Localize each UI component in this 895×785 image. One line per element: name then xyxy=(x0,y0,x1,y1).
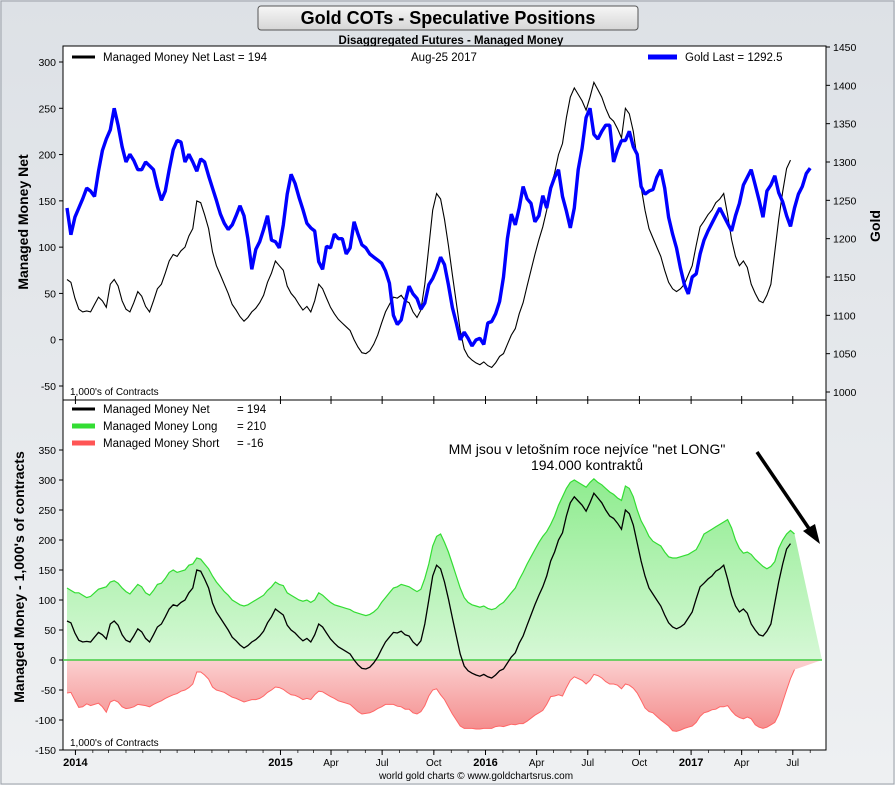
top-ytick-label: 300 xyxy=(38,57,56,69)
series-managed-money-short xyxy=(66,669,795,732)
bottom-left-axis: -150 -100 -50 0 50 100 150 200 250 300 350 xyxy=(35,445,63,757)
bottom-panel: -150 -100 -50 0 50 100 150 200 250 300 350 Managed… xyxy=(11,399,827,757)
top-left-axis: -50 0 50 100 150 200 250 300 xyxy=(38,57,63,393)
annotation-line1: MM jsou v letošním roce nejvíce "net LON… xyxy=(449,441,726,457)
top-y2tick-label: 1250 xyxy=(833,195,857,207)
chart-title: Gold COTs - Speculative Positions xyxy=(301,8,596,28)
top-y2tick-label: 1300 xyxy=(833,157,857,169)
x-tick-label: Oct xyxy=(632,758,648,769)
footer-credit: world gold charts © www.goldchartsrus.co… xyxy=(378,771,573,782)
title-box xyxy=(257,5,639,31)
legend-value-mm-short: = -16 xyxy=(237,438,264,450)
date-label: Aug-25 2017 xyxy=(411,52,477,64)
legend-value-mm-net: = 194 xyxy=(237,404,267,416)
bottom-ytick-label: 250 xyxy=(38,505,56,517)
top-ytick-label: 200 xyxy=(38,150,56,162)
top-y2tick-label: 1400 xyxy=(833,80,857,92)
top-ylabel: Managed Money Net xyxy=(15,154,31,290)
top-y2tick-label: 1350 xyxy=(833,119,857,131)
x-tick-label: Jul xyxy=(581,758,594,769)
top-y2label: Gold xyxy=(867,210,883,242)
top-y2tick-label: 1450 xyxy=(833,42,857,54)
series-managed-money-net xyxy=(66,491,792,679)
x-tick-label: Apr xyxy=(529,758,545,769)
annotation-arrow xyxy=(755,451,820,544)
x-tick-label: Oct xyxy=(426,758,442,769)
top-series-group xyxy=(65,80,812,369)
bottom-ytick-label: 50 xyxy=(44,625,56,637)
bottom-ytick-label: 100 xyxy=(38,595,56,607)
bottom-ytick-label: 150 xyxy=(38,565,56,577)
bottom-unit-note: 1,000's of Contracts xyxy=(70,738,159,749)
legend-value-mm-long: = 210 xyxy=(237,421,266,433)
top-y2tick-label: 1000 xyxy=(833,387,857,399)
x-tick-label: Apr xyxy=(323,758,339,769)
top-unit-note: 1,000's of Contracts xyxy=(70,387,159,398)
legend-label-mm-short: Managed Money Short xyxy=(103,438,220,450)
bottom-ytick-label: -100 xyxy=(35,715,56,727)
bottom-ytick-label: 0 xyxy=(50,655,56,667)
legend-label-gold: Gold Last = 1292.5 xyxy=(685,52,783,64)
top-ytick-label: 100 xyxy=(38,242,56,254)
top-ytick-label: 250 xyxy=(38,103,56,115)
x-tick-label: Apr xyxy=(734,758,750,769)
x-tick-label: 2015 xyxy=(268,757,292,769)
top-ytick-label: -50 xyxy=(41,381,56,393)
top-ytick-label: 150 xyxy=(38,196,56,208)
bottom-series-group xyxy=(63,477,822,732)
x-tick-label: 2016 xyxy=(473,757,497,769)
series-gold xyxy=(65,107,812,347)
x-tick-label: Jul xyxy=(786,758,799,769)
bottom-ytick-label: -150 xyxy=(35,745,56,757)
bottom-legend: Managed Money Net = 194 Managed Money Lo… xyxy=(72,404,267,450)
top-ytick-label: 0 xyxy=(50,335,56,347)
top-ytick-label: 50 xyxy=(44,288,56,300)
bottom-ytick-label: 350 xyxy=(38,445,56,457)
top-y2tick-label: 1200 xyxy=(833,234,857,246)
legend-label-mm-net: Managed Money Net xyxy=(103,404,211,416)
x-tick-label: 2017 xyxy=(679,757,703,769)
top-y2tick-label: 1150 xyxy=(833,272,856,284)
legend-label-mm-long: Managed Money Long xyxy=(103,421,217,433)
x-axis: 2014 2015 Apr Jul Oct 2016 Apr Jul Oct 2017 Apr Jul xyxy=(63,396,811,769)
top-legend: Managed Money Net Last = 194 Aug-25 2017… xyxy=(72,52,783,64)
top-y2tick-label: 1050 xyxy=(833,349,857,361)
top-right-axis: 1000 1050 1100 1150 1200 1250 1300 1350 1400 1450 xyxy=(826,42,857,399)
series-managed-money-net-top xyxy=(66,80,791,369)
bottom-ytick-label: -50 xyxy=(41,685,56,697)
chart-subtitle: Disaggregated Futures - Managed Money xyxy=(339,35,565,47)
area-managed-money-short xyxy=(67,660,822,732)
top-y2tick-label: 1100 xyxy=(833,310,856,322)
x-tick-label: Jul xyxy=(376,758,389,769)
annotation-line2: 194.000 kontraktů xyxy=(531,457,643,473)
x-tick-label: 2014 xyxy=(63,757,88,769)
bottom-ytick-label: 300 xyxy=(38,475,56,487)
legend-label-net: Managed Money Net Last = 194 xyxy=(103,52,268,64)
top-panel: -50 0 50 100 150 200 250 300 1000 1050 1100 1150 12… xyxy=(15,42,883,401)
series-managed-money-long xyxy=(66,477,795,617)
bottom-ytick-label: 200 xyxy=(38,535,56,547)
bottom-ylabel: Managed Money - 1,000's of contracts xyxy=(11,451,27,703)
